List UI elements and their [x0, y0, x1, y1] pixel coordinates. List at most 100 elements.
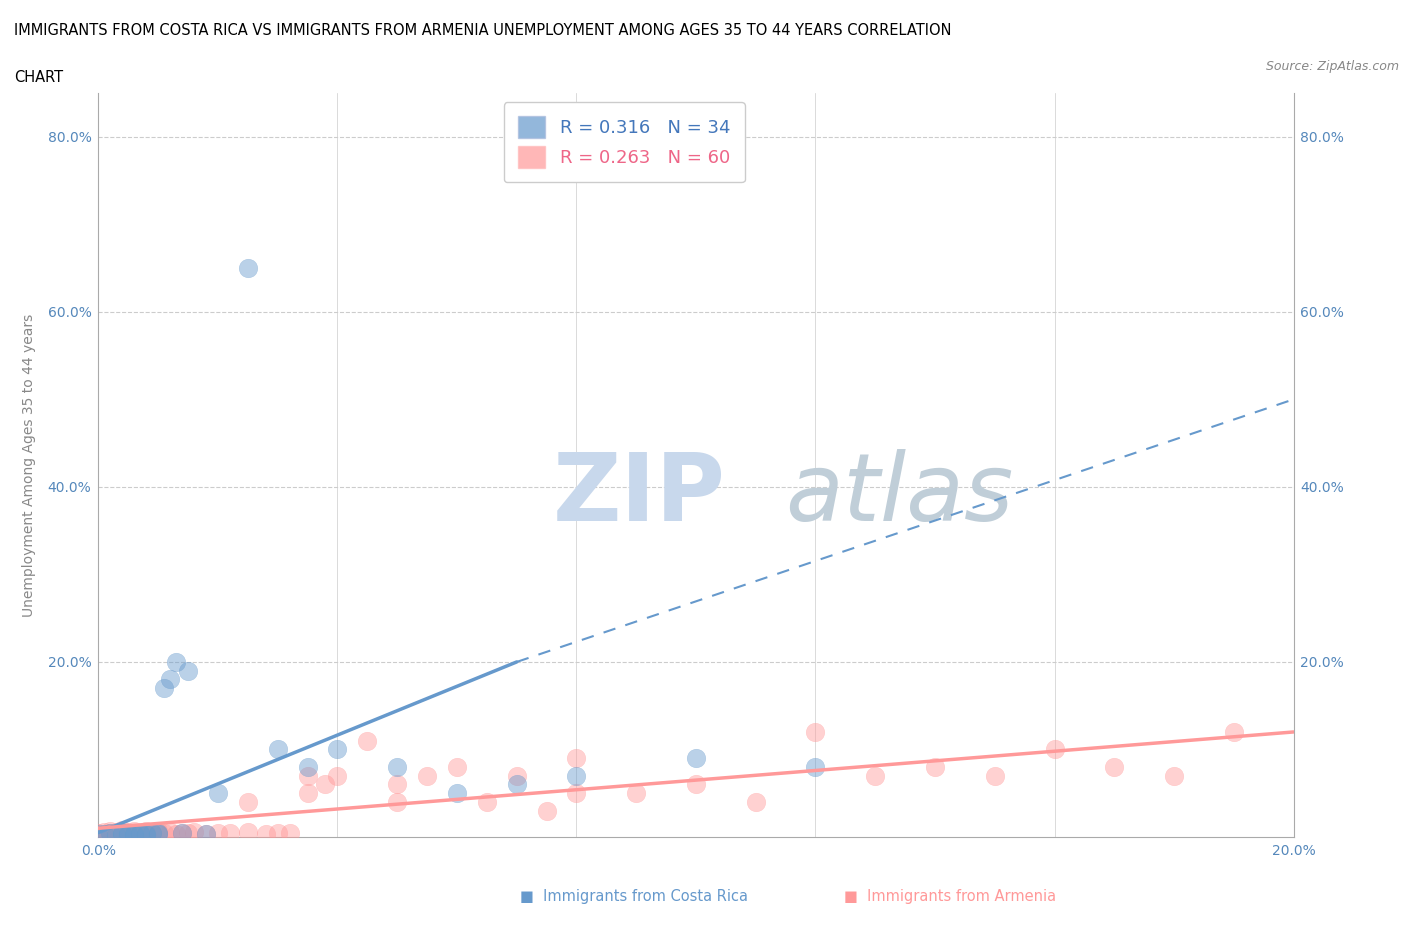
Point	[148, 825, 170, 840]
Point	[865, 768, 887, 783]
Point	[326, 768, 349, 783]
Point	[87, 825, 110, 840]
Text: ■  Immigrants from Costa Rica: ■ Immigrants from Costa Rica	[520, 889, 748, 904]
Point	[111, 822, 134, 837]
Point	[804, 760, 827, 775]
Point	[148, 827, 170, 842]
Point	[172, 826, 194, 841]
Point	[153, 681, 176, 696]
Point	[93, 824, 115, 839]
Point	[506, 768, 529, 783]
Point	[183, 824, 205, 839]
Text: CHART: CHART	[14, 70, 63, 85]
Point	[685, 751, 707, 765]
Point	[111, 826, 134, 841]
Text: ZIP: ZIP	[553, 449, 725, 540]
Point	[117, 824, 139, 839]
Point	[111, 827, 134, 842]
Point	[135, 827, 157, 842]
Text: atlas: atlas	[786, 449, 1014, 540]
Point	[100, 826, 122, 841]
Point	[148, 825, 170, 840]
Point	[117, 827, 139, 842]
Point	[297, 768, 319, 783]
Point	[124, 823, 146, 838]
Point	[297, 760, 319, 775]
Point	[267, 742, 290, 757]
Point	[100, 823, 122, 838]
Text: ■  Immigrants from Armenia: ■ Immigrants from Armenia	[844, 889, 1056, 904]
Point	[153, 826, 176, 841]
Point	[385, 794, 409, 809]
Point	[111, 826, 134, 841]
Point	[475, 794, 498, 809]
Point	[207, 786, 229, 801]
Point	[100, 825, 122, 840]
Point	[105, 827, 128, 842]
Point	[165, 827, 187, 842]
Point	[385, 777, 409, 792]
Point	[924, 760, 946, 775]
Point	[124, 827, 146, 842]
Point	[135, 826, 157, 841]
Point	[105, 828, 128, 843]
Point	[93, 827, 115, 842]
Point	[565, 751, 588, 765]
Point	[804, 724, 827, 739]
Point	[326, 742, 349, 757]
Point	[172, 825, 194, 840]
Point	[446, 786, 468, 801]
Point	[129, 825, 152, 840]
Point	[1104, 760, 1126, 775]
Point	[159, 824, 181, 839]
Point	[536, 804, 558, 818]
Point	[626, 786, 648, 801]
Point	[1223, 724, 1246, 739]
Point	[207, 825, 229, 840]
Point	[356, 733, 378, 748]
Point	[236, 824, 259, 839]
Point	[105, 824, 128, 839]
Y-axis label: Unemployment Among Ages 35 to 44 years: Unemployment Among Ages 35 to 44 years	[22, 313, 37, 617]
Point	[565, 786, 588, 801]
Point	[177, 663, 200, 678]
Text: Source: ZipAtlas.com: Source: ZipAtlas.com	[1265, 60, 1399, 73]
Point	[385, 760, 409, 775]
Point	[195, 827, 218, 842]
Point	[278, 826, 301, 841]
Point	[195, 827, 218, 842]
Point	[129, 827, 152, 842]
Point	[148, 823, 170, 838]
Point	[1163, 768, 1185, 783]
Text: IMMIGRANTS FROM COSTA RICA VS IMMIGRANTS FROM ARMENIA UNEMPLOYMENT AMONG AGES 35: IMMIGRANTS FROM COSTA RICA VS IMMIGRANTS…	[14, 23, 952, 38]
Point	[267, 825, 290, 840]
Point	[117, 825, 139, 840]
Point	[1043, 742, 1066, 757]
Point	[219, 826, 242, 841]
Point	[135, 823, 157, 838]
Point	[984, 768, 1007, 783]
Point	[236, 260, 259, 275]
Point	[93, 827, 115, 842]
Point	[565, 768, 588, 783]
Point	[745, 794, 768, 809]
Point	[124, 826, 146, 841]
Point	[129, 826, 152, 841]
Point	[297, 786, 319, 801]
Point	[685, 777, 707, 792]
Point	[416, 768, 439, 783]
Point	[315, 777, 337, 792]
Point	[141, 827, 163, 842]
Point	[165, 655, 187, 670]
Point	[141, 826, 163, 841]
Point	[87, 827, 110, 842]
Point	[129, 827, 152, 842]
Point	[135, 828, 157, 843]
Point	[87, 828, 110, 843]
Point	[117, 828, 139, 843]
Point	[506, 777, 529, 792]
Point	[159, 672, 181, 687]
Point	[254, 827, 277, 842]
Point	[124, 828, 146, 843]
Point	[177, 826, 200, 841]
